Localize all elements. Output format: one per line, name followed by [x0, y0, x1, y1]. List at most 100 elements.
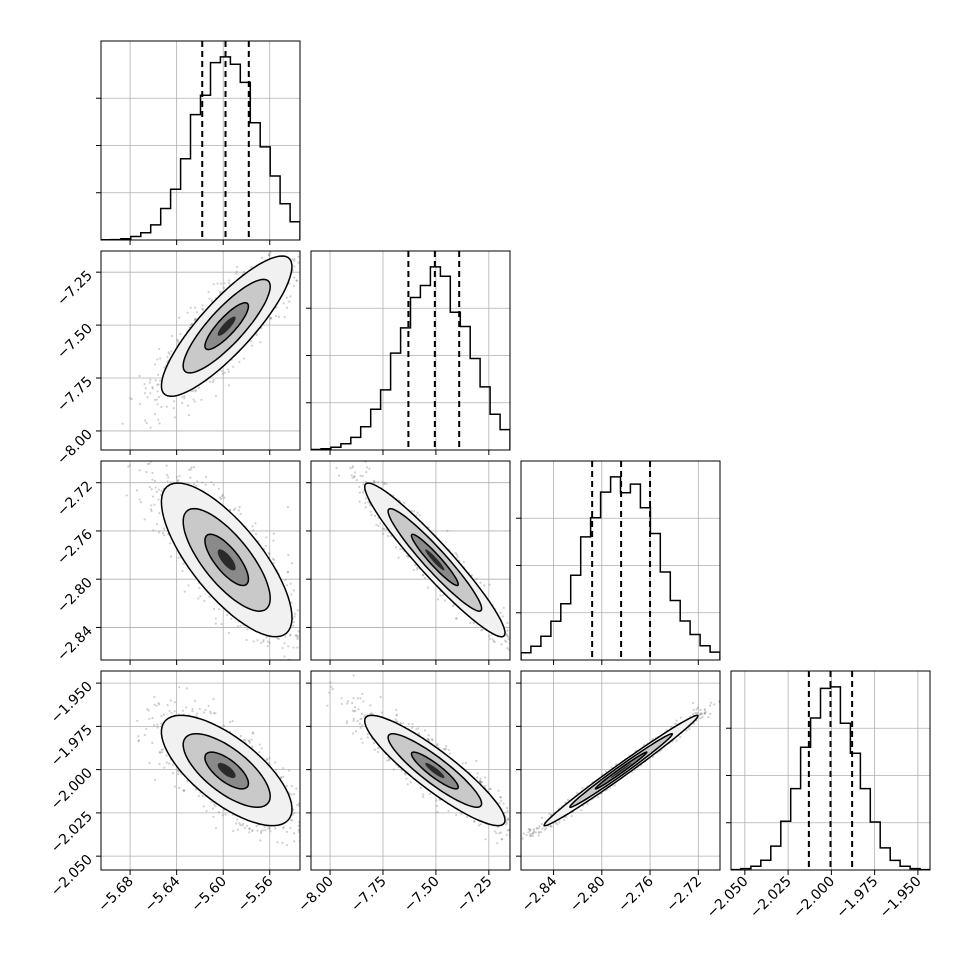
scatter-point: [290, 593, 293, 596]
scatter-point: [291, 244, 293, 246]
scatter-point: [190, 466, 193, 469]
scatter-point: [285, 584, 288, 587]
scatter-point: [351, 465, 355, 468]
scatter-point: [151, 387, 154, 390]
scatter-point: [265, 758, 268, 761]
scatter-point: [530, 664, 532, 666]
scatter-point: [349, 467, 352, 470]
scatter-point: [270, 316, 273, 319]
scatter-point: [289, 247, 291, 249]
scatter-point: [294, 612, 297, 616]
scatter-point: [145, 421, 148, 425]
contour-line: [182, 507, 271, 612]
scatter-point: [366, 446, 368, 448]
scatter-point: [182, 789, 185, 792]
scatter-point: [217, 811, 220, 814]
scatter-point: [149, 426, 152, 429]
scatter-point: [285, 296, 288, 299]
scatter-point: [171, 771, 175, 775]
scatter-point: [212, 712, 216, 715]
scatter-point: [362, 483, 365, 486]
scatter-point: [271, 557, 275, 560]
scatter-point: [296, 609, 299, 612]
scatter-point: [516, 664, 518, 666]
scatter-point: [358, 485, 361, 489]
scatter-point: [321, 814, 323, 816]
scatter-point: [162, 748, 165, 751]
panel-0-2: [101, 461, 300, 664]
scatter-point: [148, 761, 151, 765]
scatter-point: [239, 512, 242, 515]
scatter-point: [262, 640, 265, 643]
scatter-point: [350, 474, 353, 477]
scatter-point: [381, 480, 384, 484]
scatter-point: [423, 576, 426, 580]
scatter-point: [295, 279, 298, 282]
scatter-point: [178, 786, 181, 790]
scatter-point: [163, 527, 166, 530]
scatter-point: [173, 416, 176, 419]
scatter-point: [192, 483, 196, 486]
scatter-point: [269, 317, 272, 321]
scatter-point: [267, 551, 270, 555]
scatter-point: [284, 241, 286, 243]
scatter-point: [176, 339, 179, 342]
scatter-point: [188, 468, 191, 471]
scatter-point: [340, 215, 342, 217]
scatter-point: [214, 712, 217, 715]
scatter-point: [273, 662, 275, 664]
scatter-point: [216, 282, 219, 285]
scatter-point: [255, 825, 258, 828]
scatter-point: [511, 644, 513, 646]
scatter-point: [156, 383, 159, 387]
scatter-point: [148, 485, 151, 489]
scatter-point: [172, 406, 175, 410]
scatter-point: [462, 561, 465, 564]
scatter-point: [212, 283, 215, 286]
scatter-point: [204, 475, 208, 478]
density-core: [217, 316, 236, 336]
scatter-point: [480, 629, 483, 632]
scatter-point: [312, 267, 314, 269]
scatter-point: [209, 380, 212, 384]
scatter-point: [165, 405, 168, 408]
scatter-point: [129, 397, 132, 400]
scatter-point: [277, 637, 280, 641]
scatter-point: [414, 563, 417, 567]
scatter-point: [147, 709, 150, 712]
scatter-point: [274, 827, 277, 830]
scatter-point: [223, 282, 226, 285]
scatter-point: [189, 476, 192, 479]
scatter-point: [355, 479, 359, 482]
scatter-point: [246, 628, 249, 631]
scatter-point: [236, 265, 239, 269]
scatter-point: [265, 536, 268, 539]
scatter-point: [292, 285, 296, 288]
scatter-point: [170, 711, 173, 715]
scatter-point: [160, 405, 163, 409]
scatter-point: [443, 599, 447, 602]
scatter-point: [421, 574, 424, 577]
scatter-point: [305, 249, 307, 251]
scatter-point: [157, 373, 160, 376]
scatter-point: [470, 574, 473, 577]
scatter-point: [251, 525, 254, 528]
scatter-point: [368, 467, 371, 470]
scatter-point: [517, 660, 519, 662]
scatter-point: [516, 654, 518, 656]
scatter-point: [513, 658, 515, 660]
scatter-point: [158, 762, 161, 765]
scatter-point: [252, 640, 255, 643]
scatter-point: [288, 769, 291, 772]
scatter-point: [416, 568, 419, 571]
scatter-point: [416, 511, 419, 514]
scatter-point: [503, 639, 507, 642]
scatter-point: [364, 501, 367, 505]
scatter-point: [375, 523, 378, 526]
scatter-point: [377, 524, 380, 528]
scatter-point: [173, 701, 176, 704]
scatter-point: [293, 615, 296, 618]
scatter-point: [532, 664, 534, 666]
scatter-point: [151, 471, 154, 474]
scatter-point: [186, 311, 189, 314]
